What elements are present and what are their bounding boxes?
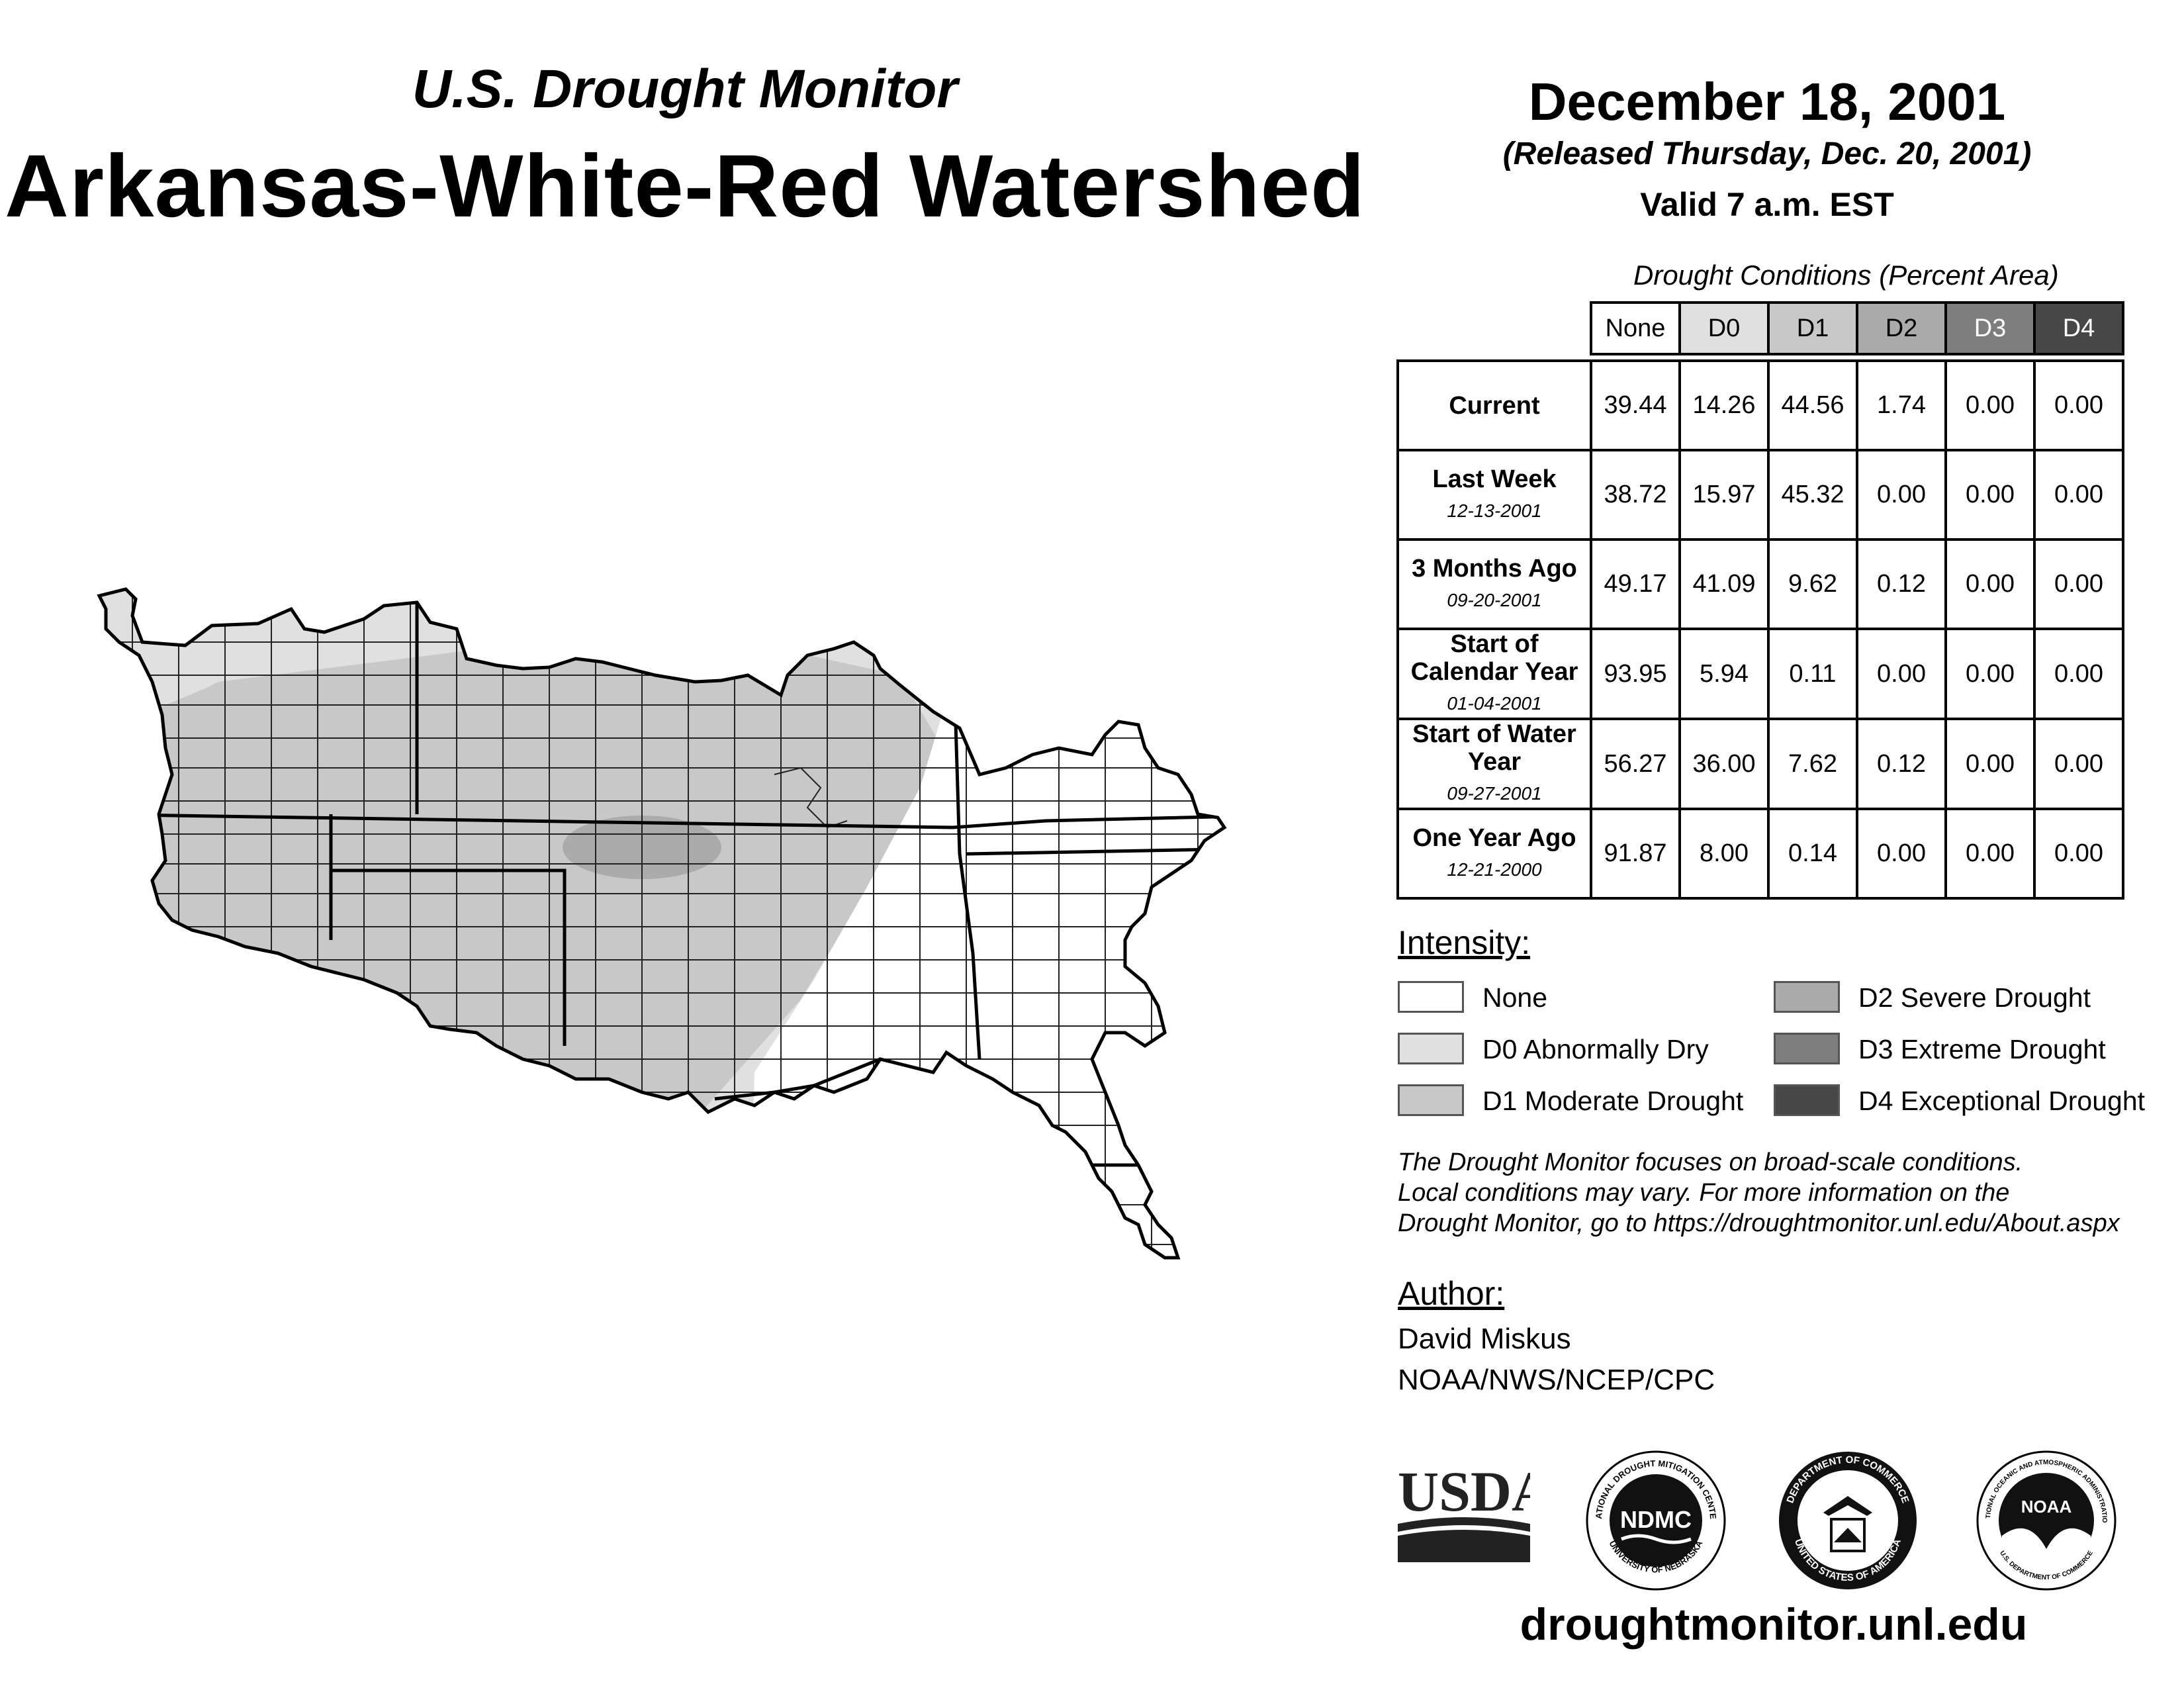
table-cell: 36.00 [1678,718,1770,810]
table-title: Drought Conditions (Percent Area) [1633,259,2059,291]
table-cell: 44.56 [1767,359,1858,451]
note-line: The Drought Monitor focuses on broad-sca… [1398,1149,2023,1176]
table-cell: 91.87 [1590,808,1681,900]
column-header-d3: D3 [1944,301,2036,355]
table-cell: 5.94 [1678,628,1770,720]
table-cell: 49.17 [1590,538,1681,630]
svg-text:USDA: USDA [1398,1463,1530,1523]
legend-swatch [1774,1084,1840,1116]
column-header-d2: D2 [1856,301,1947,355]
table-cell: 1.74 [1856,359,1947,451]
table-row-last-week: Last Week 12-13-2001 38.72 15.97 45.32 0.… [1396,449,2124,541]
svg-text:NDMC: NDMC [1620,1506,1692,1533]
row-label: 3 Months Ago 09-20-2001 [1396,538,1592,630]
row-date: 09-27-2001 [1447,783,1542,804]
legend-label: D2 Severe Drought [1858,982,2091,1013]
table-cell: 0.12 [1856,538,1947,630]
table-cell: 0.00 [1944,359,2036,451]
column-header-d4: D4 [2033,301,2124,355]
note-line: Local conditions may vary. For more info… [1398,1179,2010,1207]
table-cell: 0.11 [1767,628,1858,720]
table-cell: 0.00 [2033,718,2124,810]
table-cell: 38.72 [1590,449,1681,541]
table-row-current: Current 39.44 14.26 44.56 1.74 0.00 0.00 [1396,359,2124,451]
table-row-one-year-ago: One Year Ago 12-21-2000 91.87 8.00 0.14 0… [1396,808,2124,900]
disclaimer-note: The Drought Monitor focuses on broad-sca… [1398,1147,2179,1239]
usda-logo: USDA [1398,1463,1530,1562]
row-date: 12-13-2001 [1447,500,1542,521]
table-row-start-calendar-year: Start of Calendar Year 01-04-2001 93.95 5… [1396,628,2124,720]
legend-swatch [1398,1084,1464,1116]
legend-swatch [1398,981,1464,1013]
legend-label: D3 Extreme Drought [1858,1034,2106,1064]
legend-label: D1 Moderate Drought [1482,1086,1744,1116]
valid-time: Valid 7 a.m. EST [1640,186,1894,223]
table-cell: 41.09 [1678,538,1770,630]
legend-swatch [1774,981,1840,1013]
svg-text:NOAA: NOAA [2021,1497,2072,1517]
doc-seal-logo: DEPARTMENT OF COMMERCE UNITED STATES OF … [1779,1452,1917,1589]
row-date: 12-21-2000 [1447,859,1542,880]
release-date: (Released Thursday, Dec. 20, 2001) [1502,136,2032,171]
row-label: One Year Ago 12-21-2000 [1396,808,1592,900]
table-cell: 14.26 [1678,359,1770,451]
website-link[interactable]: droughtmonitor.unl.edu [1520,1599,2028,1650]
legend-label: D0 Abnormally Dry [1482,1034,1709,1064]
map-date: December 18, 2001 [1528,72,2006,131]
column-header-d1: D1 [1767,301,1858,355]
table-cell: 7.62 [1767,718,1858,810]
table-cell: 0.00 [1856,808,1947,900]
table-cell: 9.62 [1767,538,1858,630]
table-cell: 0.12 [1856,718,1947,810]
table-cell: 15.97 [1678,449,1770,541]
note-line: Drought Monitor, go to https://droughtmo… [1398,1209,2120,1237]
table-cell: 0.00 [1944,718,2036,810]
drought-conditions-table: None D0 D1 D2 D3 D4 Current 39.44 14.26 … [1396,301,2124,900]
table-cell: 0.00 [1944,449,2036,541]
noaa-logo: NOAA NATIONAL OCEANIC AND ATMOSPHERIC AD… [1976,1450,2116,1591]
table-cell: 0.00 [2033,628,2124,720]
row-label: Last Week 12-13-2001 [1396,449,1592,541]
legend-heading: Intensity: [1398,924,1531,961]
author-name: David Miskus [1398,1323,1571,1355]
row-date: 09-20-2001 [1447,589,1542,610]
supertitle: U.S. Drought Monitor [412,59,958,119]
table-cell: 45.32 [1767,449,1858,541]
watershed-map [86,569,1324,1350]
page-title: Arkansas-White-Red Watershed [5,137,1365,236]
table-cell: 39.44 [1590,359,1681,451]
author-org: NOAA/NWS/NCEP/CPC [1398,1364,1715,1396]
table-header-row: None D0 D1 D2 D3 D4 [1398,301,2124,355]
table-cell: 0.00 [1856,628,1947,720]
table-cell: 0.14 [1767,808,1858,900]
table-cell: 0.00 [1944,808,2036,900]
table-corner [1398,303,1591,354]
table-cell: 93.95 [1590,628,1681,720]
legend-swatch [1774,1033,1840,1064]
table-cell: 0.00 [2033,359,2124,451]
table-row-3-months-ago: 3 Months Ago 09-20-2001 49.17 41.09 9.62 … [1396,538,2124,630]
row-label: Start of Calendar Year 01-04-2001 [1396,628,1592,720]
ndmc-logo: NDMC NATIONAL DROUGHT MITIGATION CENTER … [1585,1450,1726,1591]
row-date: 01-04-2001 [1447,693,1542,714]
table-cell: 0.00 [1944,538,2036,630]
legend-label: D4 Exceptional Drought [1858,1086,2146,1116]
table-cell: 0.00 [2033,449,2124,541]
column-header-d0: D0 [1678,301,1770,355]
table-cell: 0.00 [1944,628,2036,720]
author-heading: Author: [1398,1275,1505,1312]
row-label: Current [1396,359,1592,451]
table-cell: 0.00 [1856,449,1947,541]
legend-label: None [1482,982,1548,1013]
row-label: Start of Water Year 09-27-2001 [1396,718,1592,810]
table-cell: 56.27 [1590,718,1681,810]
legend-swatch [1398,1033,1464,1064]
table-row-start-water-year: Start of Water Year 09-27-2001 56.27 36.0… [1396,718,2124,810]
column-header-none: None [1590,301,1681,355]
table-cell: 0.00 [2033,808,2124,900]
table-cell: 8.00 [1678,808,1770,900]
table-cell: 0.00 [2033,538,2124,630]
